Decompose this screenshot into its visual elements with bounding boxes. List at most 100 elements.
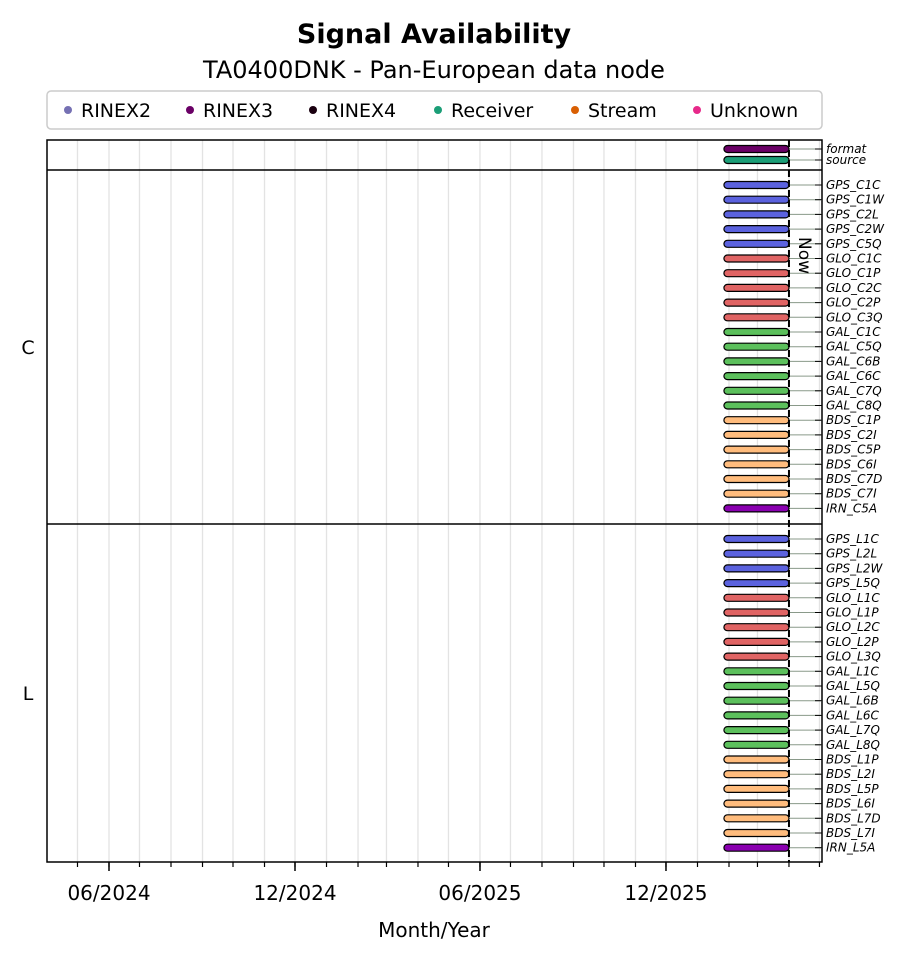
signal-label: BDS_C7D: [826, 472, 882, 486]
signal-label: BDS_C2I: [826, 428, 877, 442]
signal-label: GLO_L1C: [826, 591, 880, 605]
signal-label: GPS_C1C: [826, 178, 881, 192]
x-tick-label: 06/2025: [438, 881, 521, 905]
signal-label: BDS_C6I: [826, 457, 877, 471]
availability-bar: [723, 416, 790, 425]
signal-label: GLO_C2C: [826, 281, 882, 295]
now-label: Now: [794, 237, 814, 274]
signal-label: GAL_C6B: [826, 354, 880, 368]
availability-bar: [723, 195, 790, 204]
signal-label: BDS_L6I: [826, 797, 875, 811]
signal-label: GAL_L6B: [826, 694, 879, 708]
availability-bar: [723, 799, 790, 808]
chart-subtitle: TA0400DNK - Pan-European data node: [202, 56, 665, 84]
legend-marker: [571, 106, 579, 114]
signal-label: GPS_L2L: [826, 547, 877, 561]
legend-marker: [186, 106, 194, 114]
signal-label: IRN_C5A: [826, 501, 877, 515]
availability-bar: [723, 549, 790, 558]
signal-label: GPS_C2W: [826, 222, 885, 236]
legend-label: Unknown: [710, 100, 798, 122]
legend: RINEX2 RINEX3 RINEX4 Receiver Stream Unknown: [46, 90, 823, 130]
signal-label: BDS_L1P: [826, 753, 879, 767]
availability-bar: [723, 740, 790, 749]
signal-label: IRN_L5A: [826, 841, 875, 855]
signal-label: GPS_L1C: [826, 532, 879, 546]
signal-label: GAL_L5Q: [826, 679, 880, 693]
availability-bar: [723, 225, 790, 234]
signal-label: GAL_C1C: [826, 325, 881, 339]
availability-bar: [723, 239, 790, 248]
legend-marker: [309, 106, 317, 114]
availability-bar: [723, 430, 790, 439]
signal-label: GAL_L7Q: [826, 723, 880, 737]
availability-bar: [723, 652, 790, 661]
availability-bar: [723, 342, 790, 351]
signal-label: GAL_L6C: [826, 708, 880, 722]
signal-label: BDS_C7I: [826, 487, 877, 501]
signal-label: BDS_L7D: [826, 811, 881, 825]
availability-bar: [723, 843, 790, 852]
legend-label: RINEX2: [81, 100, 151, 122]
availability-bar: [723, 504, 790, 513]
signal-label: BDS_L7I: [826, 826, 875, 840]
availability-bar: [723, 770, 790, 779]
x-axis-label: Month/Year: [378, 918, 491, 942]
legend-label: RINEX4: [326, 100, 396, 122]
signal-label: GLO_C2P: [826, 296, 881, 310]
legend-label: Stream: [588, 100, 657, 122]
signal-label: GLO_L2C: [826, 620, 880, 634]
availability-bar: [723, 667, 790, 676]
signal-label: source: [826, 153, 866, 167]
availability-bar: [723, 564, 790, 573]
availability-bar: [723, 608, 790, 617]
signal-label: BDS_C5P: [826, 443, 881, 457]
availability-bar: [723, 711, 790, 720]
group-label-c: C: [21, 337, 34, 359]
signal-label: GPS_L5Q: [826, 576, 880, 590]
chart-title: Signal Availability: [297, 19, 572, 50]
availability-bar: [723, 327, 790, 337]
signal-label: GLO_L1P: [826, 606, 879, 620]
availability-bar: [723, 814, 790, 823]
legend-marker: [64, 106, 72, 114]
signal-label: GAL_C8Q: [826, 399, 882, 413]
availability-bar: [723, 401, 790, 410]
signal-label: BDS_L5P: [826, 782, 879, 796]
availability-bar: [723, 357, 790, 366]
signal-label: GLO_C3Q: [826, 310, 883, 324]
x-tick-label: 12/2024: [253, 881, 336, 905]
availability-bar: [723, 210, 790, 219]
availability-bar: [723, 283, 790, 292]
group-label-l: L: [23, 683, 34, 705]
x-tick-label: 12/2025: [624, 881, 707, 905]
signal-label: BDS_C1P: [826, 413, 881, 427]
availability-bar: [723, 254, 790, 263]
availability-bar: [723, 269, 790, 278]
signal-label: GAL_C5Q: [826, 340, 882, 354]
availability-bar: [723, 144, 790, 154]
signal-label: BDS_L2I: [826, 767, 875, 781]
availability-bar: [723, 593, 790, 602]
signal-label: GPS_L2W: [826, 561, 883, 575]
availability-bar: [723, 489, 790, 498]
availability-bar: [723, 474, 790, 484]
availability-bar: [723, 313, 790, 322]
availability-bar: [723, 445, 790, 454]
availability-bar: [723, 460, 790, 469]
availability-bar: [723, 155, 790, 165]
signal-label: GPS_C1W: [826, 193, 885, 207]
availability-bar: [723, 372, 790, 381]
availability-bar: [723, 755, 790, 764]
availability-bar: [723, 681, 790, 691]
signal-label: format: [826, 142, 868, 156]
availability-bar: [723, 623, 790, 632]
availability-bar: [723, 828, 790, 838]
signal-label: GAL_L8Q: [826, 738, 880, 752]
signal-label: GLO_C1C: [826, 252, 882, 266]
signal-label: GAL_C7Q: [826, 384, 882, 398]
availability-bar: [723, 784, 790, 794]
signal-label: GLO_C1P: [826, 266, 881, 280]
